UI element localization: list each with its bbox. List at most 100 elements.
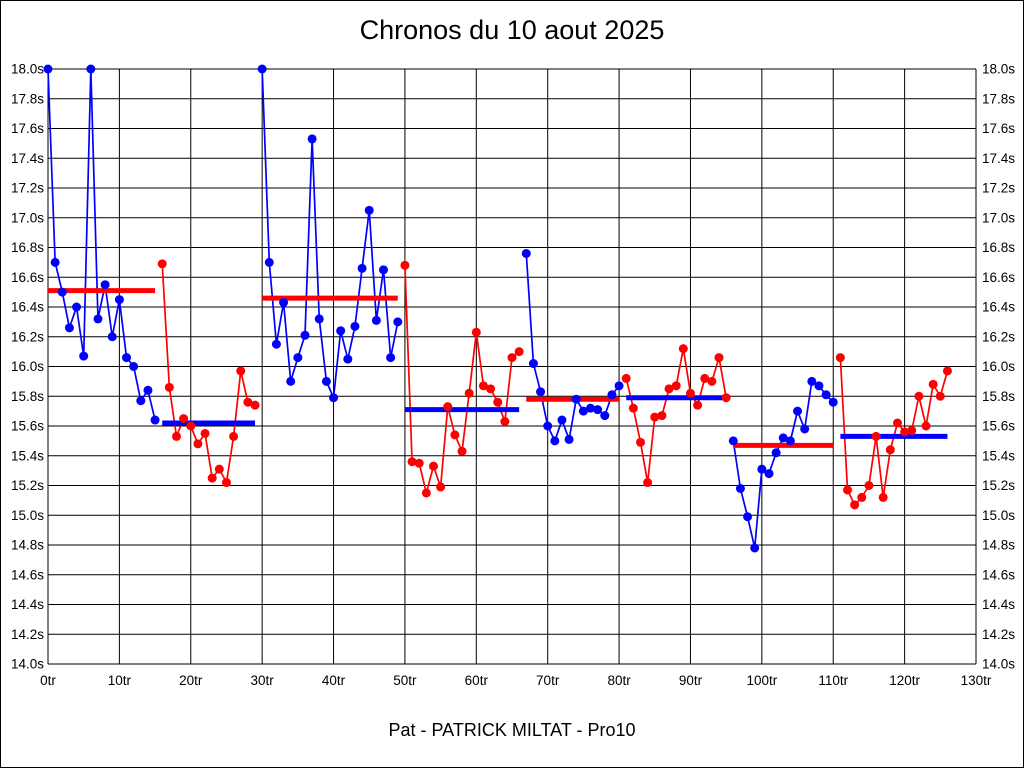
x-axis-label: 110tr [818,673,848,688]
lap-time-point [443,402,453,412]
lap-time-point [43,64,53,74]
lap-time-point [214,464,224,474]
y-axis-label-right: 14.6s [982,567,1015,582]
y-axis-label-left: 15.6s [11,419,44,434]
lap-time-point [264,257,274,267]
lap-time-point [586,403,596,413]
stint-5-points [521,248,624,446]
lap-time-point [129,362,139,371]
lap-time-point [528,359,538,369]
lap-time-point [122,353,132,363]
lap-time-point [221,478,231,488]
lap-time-point [743,512,753,522]
lap-time-point [507,353,517,363]
lap-time-point [164,382,174,392]
y-axis-label-left: 14.6s [11,567,44,582]
x-axis-label: 90tr [679,673,703,688]
lap-time-point [436,482,446,492]
lap-time-point [693,400,703,410]
y-axis-label-left: 17.0s [11,210,44,225]
lap-time-point [900,427,910,437]
lap-time-point [557,415,567,425]
lap-time-point [379,265,389,275]
y-axis-label-right: 15.6s [982,419,1015,434]
lap-time-point [186,421,196,431]
lap-time-point [93,314,103,324]
y-axis-label-right: 16.2s [982,329,1015,344]
lap-time-point [643,478,653,488]
x-axis-label: 30tr [251,673,275,688]
y-axis-label-right: 16.0s [982,359,1015,374]
stint-1-points [43,64,160,425]
stint-6-points [621,344,731,488]
lap-time-point [100,280,110,290]
lap-time-point [771,448,781,458]
y-axis-label-right: 14.4s [982,597,1015,612]
lap-time-point [72,302,82,312]
y-axis-label-left: 17.4s [11,151,44,166]
lap-time-point [650,412,660,422]
y-axis-label-left: 14.2s [11,627,44,642]
lap-time-point [928,379,938,389]
lap-time-point [571,394,581,404]
y-axis-label-left: 16.6s [11,270,44,285]
lap-time-point [321,376,331,386]
y-axis-label-right: 17.6s [982,121,1015,136]
y-axis-label-right: 16.6s [982,270,1015,285]
y-axis-label-right: 17.2s [982,181,1015,196]
stint-4-points [400,260,524,498]
y-axis-label-right: 16.4s [982,300,1015,315]
lap-time-point [578,406,588,416]
driver-label: Pat - PATRICK MILTAT - Pro10 [388,720,636,740]
lap-time-point [236,366,246,376]
lap-time-point [942,366,952,376]
y-axis-label-left: 16.4s [11,300,44,315]
lap-time-point [286,376,296,386]
lap-time-point [885,445,895,455]
y-axis-label-left: 16.0s [11,359,44,374]
lap-time-point [728,436,738,446]
stint-6-line [625,348,727,483]
stint-7-points [728,376,838,553]
lap-time-point [614,381,624,391]
lap-time-point [471,327,481,337]
lap-time-point [143,385,153,395]
lap-time-point [193,439,203,449]
lap-time-point [857,492,867,502]
stint-3-line [261,68,399,402]
lap-time-point [293,353,303,363]
lap-time-point [493,397,503,407]
x-axis-label: 70tr [536,673,560,688]
lap-time-point [835,353,845,363]
lap-time-point [914,391,924,401]
lap-time-point [764,469,774,479]
y-axis-label-right: 15.0s [982,508,1015,523]
lap-time-point [871,431,881,441]
y-axis-label-right: 15.4s [982,448,1015,463]
lap-time-point [793,406,803,416]
lap-time-point [136,396,146,406]
y-axis-label-left: 17.8s [11,91,44,106]
y-axis-label-left: 17.2s [11,181,44,196]
y-axis-label-left: 14.8s [11,538,44,553]
lap-time-point [279,298,289,308]
y-axis-label-left: 14.4s [11,597,44,612]
lap-time-point [700,373,710,383]
y-axis-label-right: 16.8s [982,240,1015,255]
lap-time-point [229,431,239,441]
x-axis-label: 10tr [108,673,132,688]
lap-time-point [64,323,74,333]
stint-8-line [839,357,949,507]
x-axis-label: 20tr [179,673,203,688]
y-axis-label-left: 15.4s [11,448,44,463]
lap-time-point [735,483,745,493]
y-axis-label-right: 18.0s [982,62,1015,77]
lap-time-point [785,436,795,446]
stint-2-points [157,259,260,488]
lap-time-point [864,481,874,490]
stint-1-line [47,68,156,421]
lap-time-point [800,424,810,434]
lap-time-point [478,381,488,391]
y-axis-label-right: 15.8s [982,389,1015,404]
